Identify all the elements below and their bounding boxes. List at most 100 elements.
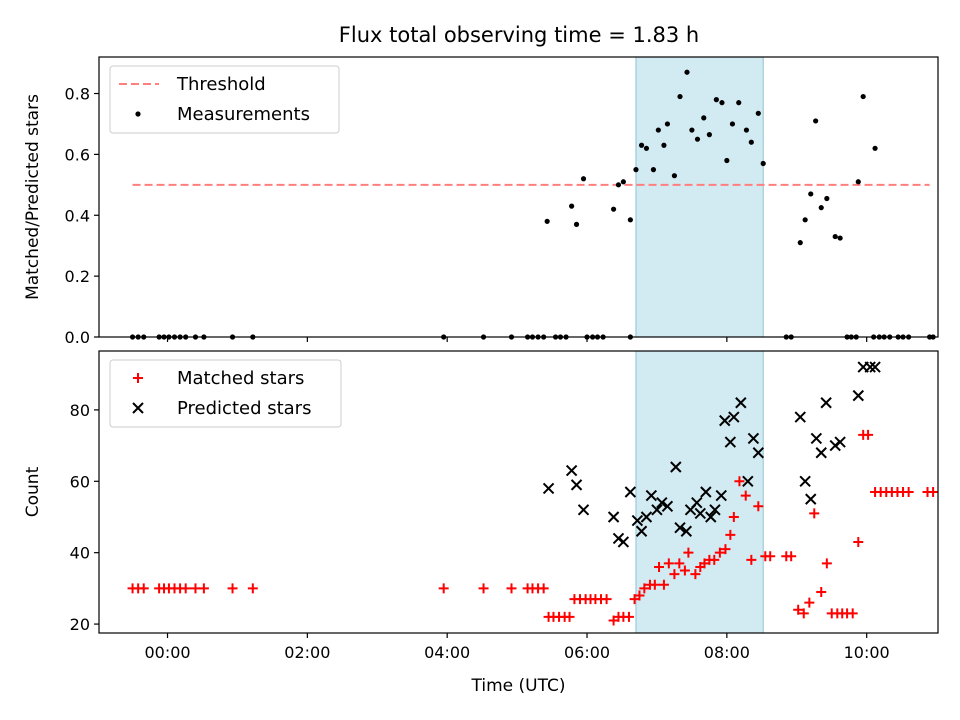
matched-star-point xyxy=(728,511,739,522)
measurement-point xyxy=(655,127,661,133)
matched-star-point xyxy=(804,597,815,608)
measurement-point xyxy=(633,167,639,173)
highlight-span xyxy=(635,350,764,634)
legend-predicted-marker xyxy=(132,402,144,414)
matched-star-point xyxy=(734,476,745,487)
matched-star-point xyxy=(765,551,776,562)
legend-box xyxy=(109,65,340,134)
predicted-star-point xyxy=(607,511,620,523)
predicted-star-point xyxy=(805,493,817,505)
measurement-point xyxy=(743,127,750,133)
predicted-star-point xyxy=(752,447,765,459)
legend: Matched stars Predicted stars xyxy=(109,359,342,428)
y-tick-label: 0.0 xyxy=(65,328,90,347)
y-axis-label: Count xyxy=(23,466,43,517)
predicted-star-point xyxy=(869,361,881,373)
measurement-point xyxy=(643,145,650,151)
predicted-star-point xyxy=(705,511,717,523)
predicted-star-point xyxy=(640,511,653,523)
measurement-point xyxy=(872,145,878,151)
measurement-point xyxy=(684,69,690,75)
measurement-point xyxy=(650,167,657,173)
predicted-star-point xyxy=(631,514,644,527)
measurement-point xyxy=(724,157,730,164)
matched-star-point xyxy=(658,579,669,590)
matched-star-point xyxy=(198,583,209,594)
measurement-point xyxy=(818,205,824,211)
measurement-point xyxy=(694,136,701,142)
predicted-star-point xyxy=(577,504,590,516)
measurement-point xyxy=(837,235,843,241)
matched-star-point xyxy=(847,608,858,619)
predicted-star-point xyxy=(700,486,712,498)
matched-star-point xyxy=(538,583,549,594)
predicted-star-point xyxy=(747,432,760,445)
matched-star-point xyxy=(438,583,449,594)
axes-frame xyxy=(98,56,939,338)
measurement-point xyxy=(748,139,754,145)
measurement-point xyxy=(689,127,695,133)
measurement-point xyxy=(620,179,626,185)
predicted-star-point xyxy=(719,414,731,427)
measurement-point xyxy=(802,217,808,223)
y-tick-label: 20 xyxy=(70,615,90,634)
matched-star-point xyxy=(690,569,701,580)
chart-title: Flux total observing time = 1.83 h xyxy=(339,23,699,47)
matched-star-point xyxy=(649,579,660,590)
matched-star-point xyxy=(601,594,612,605)
matched-star-point xyxy=(809,508,820,519)
y-tick-label: 0.8 xyxy=(65,85,90,104)
legend-box xyxy=(109,359,342,428)
x-tick-label: 02:00 xyxy=(284,643,330,662)
measurement-point xyxy=(671,173,678,179)
predicted-star-point xyxy=(715,489,727,502)
predicted-star-point xyxy=(661,500,674,512)
predicted-star-point xyxy=(709,504,721,516)
matched-star-point xyxy=(679,565,690,576)
predicted-star-point xyxy=(674,521,686,534)
matched-star-point xyxy=(247,583,258,594)
y-tick-label: 40 xyxy=(70,544,90,563)
legend-matched-marker xyxy=(133,373,143,383)
measurement-point xyxy=(824,195,830,202)
legend-label: Measurements xyxy=(177,104,310,125)
predicted-star-point xyxy=(670,461,682,473)
matched-star-point xyxy=(623,611,634,622)
legend-measurement-marker xyxy=(135,111,141,117)
matched-star-point xyxy=(746,554,757,565)
matched-star-point xyxy=(821,558,832,569)
measurement-point xyxy=(638,142,645,148)
matched-star-point xyxy=(227,583,238,594)
predicted-star-point xyxy=(864,361,876,373)
measurement-point xyxy=(701,115,707,121)
legend-label: Matched stars xyxy=(177,368,304,389)
measurement-point xyxy=(832,233,838,240)
y-tick-label: 0.4 xyxy=(65,206,90,225)
x-tick-label: 06:00 xyxy=(564,643,610,662)
predicted-star-point xyxy=(724,436,737,448)
y-tick-label: 0.6 xyxy=(65,145,90,164)
measurement-point xyxy=(860,93,866,100)
matched-star-point xyxy=(798,608,809,619)
matched-star-point xyxy=(725,529,736,540)
y-tick-label: 60 xyxy=(70,472,90,491)
predicted-star-point xyxy=(645,489,658,502)
legend: Threshold Measurements xyxy=(109,65,340,134)
measurement-point xyxy=(736,100,742,106)
legend-label: Predicted stars xyxy=(177,398,311,419)
measurement-point xyxy=(706,132,712,138)
matched-star-point xyxy=(816,586,827,597)
measurement-point xyxy=(661,142,667,148)
measurement-point xyxy=(610,206,617,212)
matched-star-point xyxy=(683,547,694,558)
matched-star-point xyxy=(663,558,674,569)
axes-frame xyxy=(98,350,939,634)
predicted-star-point xyxy=(794,411,806,423)
matched-star-point xyxy=(853,536,864,547)
predicted-star-point xyxy=(617,536,630,548)
predicted-star-point xyxy=(728,411,740,423)
predicted-star-point xyxy=(742,475,754,487)
measurement-point xyxy=(615,182,622,188)
y-tick-label: 80 xyxy=(70,401,90,420)
measurement-point xyxy=(627,217,633,223)
